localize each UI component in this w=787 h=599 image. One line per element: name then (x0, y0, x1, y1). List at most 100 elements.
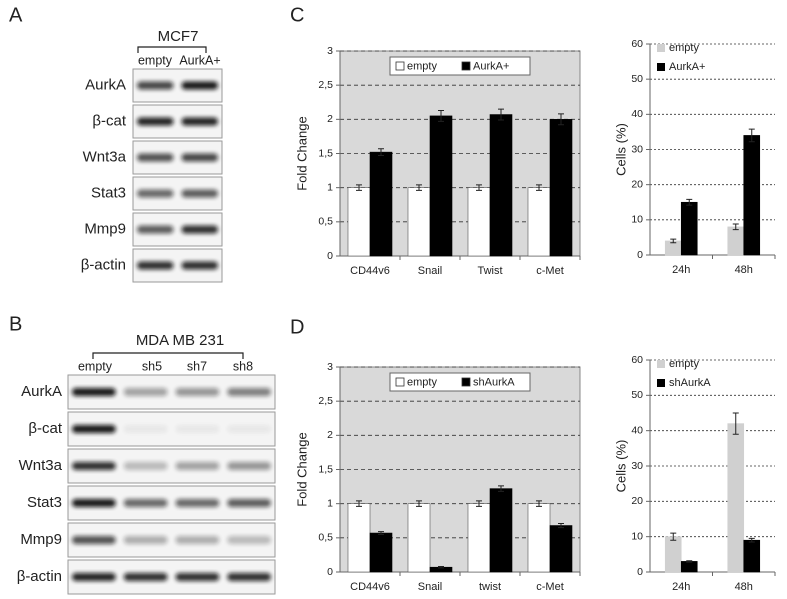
lane-label: sh8 (233, 359, 253, 373)
x-tick-label: 48h (735, 264, 753, 276)
bar (429, 115, 453, 257)
lane-label: AurkA+ (179, 53, 220, 67)
band (72, 536, 116, 544)
y-tick-label: 0 (637, 249, 643, 261)
legend-label: empty (407, 376, 437, 388)
x-tick-label: Snail (418, 581, 442, 593)
y-tick-label: 1,5 (318, 463, 333, 475)
band (175, 573, 220, 581)
x-tick-label: CD44v6 (350, 581, 390, 593)
legend-box (389, 372, 531, 392)
band (72, 499, 116, 507)
band (227, 536, 271, 544)
bar (347, 503, 371, 573)
y-axis-label: Fold Change (294, 432, 309, 506)
bar (727, 423, 745, 573)
legend-label: AurkA+ (473, 60, 509, 72)
x-tick-label: 24h (672, 581, 690, 593)
band (181, 225, 218, 234)
legend-label: empty (669, 358, 699, 370)
bar (680, 201, 698, 256)
bracket (137, 46, 207, 53)
protein-label: Stat3 (27, 494, 62, 511)
error-bar (356, 184, 362, 191)
x-tick-label: c-Met (536, 581, 564, 593)
y-axis-label: Cells (%) (613, 123, 628, 176)
band (181, 81, 218, 90)
band (175, 536, 220, 544)
legend-label: AurkA+ (669, 61, 705, 73)
bar (664, 536, 682, 573)
lane-label: empty (78, 359, 113, 373)
legend-label: shAurkA (473, 376, 515, 388)
error-bar (748, 537, 755, 543)
band (72, 425, 116, 433)
band (72, 388, 116, 396)
legend-swatch (461, 377, 471, 387)
protein-label: Wnt3a (83, 148, 127, 165)
y-tick-label: 3 (327, 361, 333, 373)
error-bar (416, 500, 422, 507)
bar (467, 503, 491, 573)
error-bar (686, 198, 693, 206)
y-axis-label: Cells (%) (613, 440, 628, 493)
error-bar (686, 560, 693, 563)
band (227, 462, 271, 470)
band (137, 81, 174, 90)
x-tick-label: 48h (735, 581, 753, 593)
band (227, 388, 271, 396)
legend-label: shAurkA (669, 377, 711, 389)
lane-label: sh7 (187, 359, 207, 373)
legend-swatch (461, 61, 471, 71)
bar (743, 135, 761, 256)
bar (489, 488, 513, 573)
band (123, 425, 168, 433)
bar (549, 525, 573, 573)
x-tick-label: CD44v6 (350, 265, 390, 277)
bar (743, 539, 761, 573)
y-tick-label: 2,5 (318, 79, 333, 91)
bar (407, 503, 431, 573)
band (137, 225, 174, 234)
error-bar (476, 500, 482, 507)
error-bar (378, 531, 384, 535)
panel-label: A (9, 4, 23, 26)
bar (527, 503, 551, 573)
error-bar (732, 223, 739, 231)
y-tick-label: 40 (631, 108, 643, 120)
y-tick-label: 0,5 (318, 532, 333, 544)
y-tick-label: 50 (631, 73, 643, 85)
band (175, 388, 220, 396)
y-tick-label: 30 (631, 460, 643, 472)
y-tick-label: 40 (631, 424, 643, 436)
band (72, 462, 116, 470)
protein-label: Mmp9 (20, 531, 62, 548)
y-tick-label: 1,5 (318, 147, 333, 159)
y-axis-label: Fold Change (294, 116, 309, 190)
protein-label: β-cat (28, 420, 62, 437)
band (123, 536, 168, 544)
y-tick-label: 1 (327, 181, 333, 193)
lane-label: empty (138, 53, 173, 67)
protein-label: AurkA (85, 76, 126, 93)
x-tick-label: Twist (477, 265, 502, 277)
y-tick-label: 2,5 (318, 395, 333, 407)
error-bar (732, 412, 739, 435)
band (181, 117, 218, 126)
y-tick-label: 60 (631, 354, 643, 366)
bar (407, 187, 431, 257)
x-tick-label: twist (479, 581, 501, 593)
y-tick-label: 0,5 (318, 216, 333, 228)
bar (347, 187, 371, 257)
bar (489, 114, 513, 257)
protein-label: AurkA (21, 383, 62, 400)
bracket (92, 352, 244, 359)
y-tick-label: 30 (631, 143, 643, 155)
bar (527, 187, 551, 257)
y-tick-label: 3 (327, 45, 333, 57)
x-tick-label: Snail (418, 265, 442, 277)
y-tick-label: 10 (631, 530, 643, 542)
band (72, 573, 116, 581)
legend-swatch (657, 63, 665, 71)
legend-label: empty (669, 42, 699, 54)
